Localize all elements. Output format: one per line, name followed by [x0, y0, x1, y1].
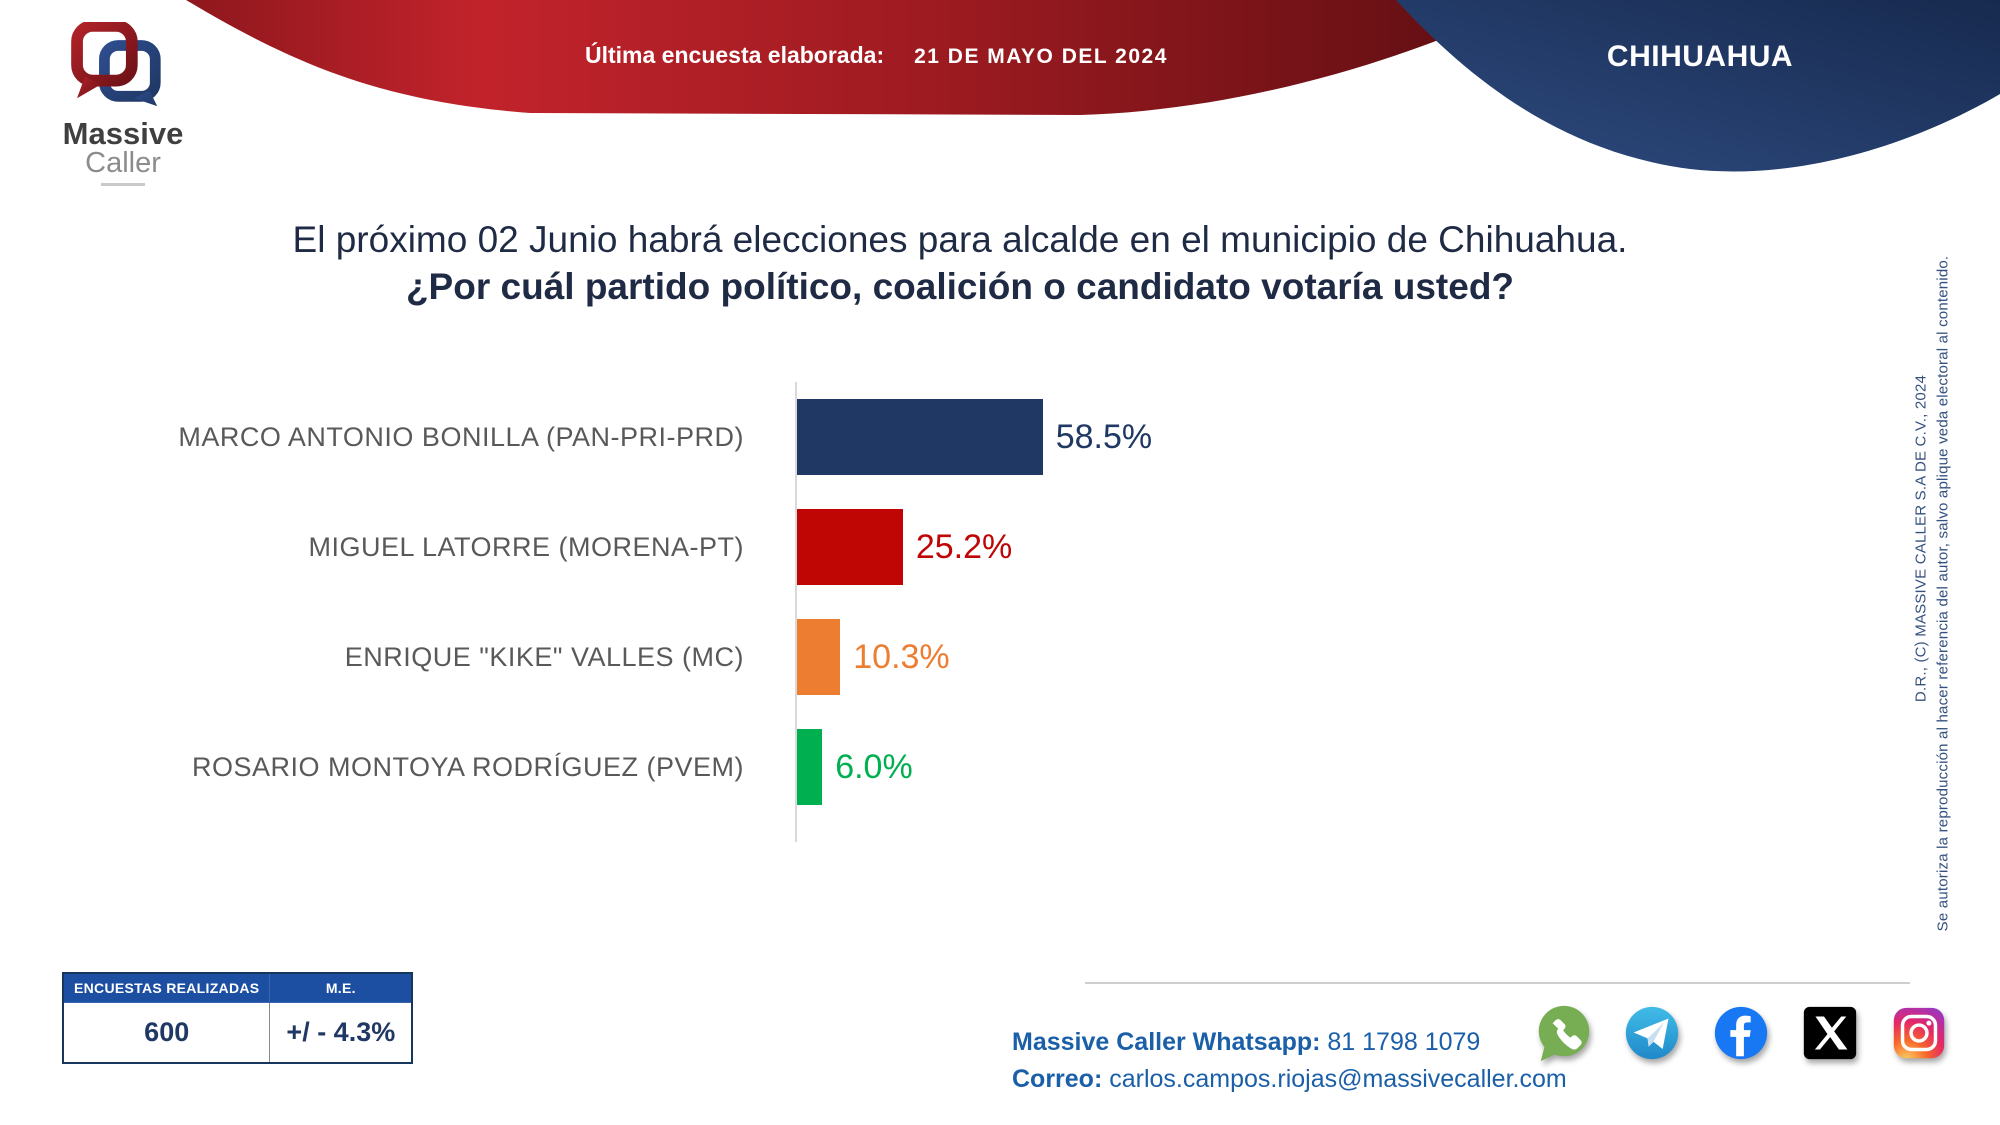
stats-value-me: +/ - 4.3% [269, 1002, 413, 1064]
facebook-icon[interactable] [1710, 1002, 1772, 1064]
bar [797, 509, 903, 585]
massive-caller-logo: Massive Caller [58, 20, 188, 186]
bar-row: MARCO ANTONIO BONILLA (PAN-PRI-PRD) 58.5… [0, 382, 1560, 492]
contact-email-line: Correo: carlos.campos.riojas@massivecall… [1012, 1061, 1567, 1098]
banner-date: 21 DE MAYO DEL 2024 [914, 45, 1168, 68]
bar-row: ROSARIO MONTOYA RODRÍGUEZ (PVEM) 6.0% [0, 712, 1560, 822]
bar-label: MIGUEL LATORRE (MORENA-PT) [308, 531, 744, 562]
logo-icon [71, 20, 161, 107]
contact-block: Massive Caller Whatsapp: 81 1798 1079 Co… [1012, 1024, 1567, 1098]
contact-whatsapp-line: Massive Caller Whatsapp: 81 1798 1079 [1012, 1024, 1567, 1061]
bar-value: 58.5% [1055, 417, 1153, 456]
bar-track: 10.3% [797, 619, 950, 695]
header-banner [186, 0, 2000, 172]
bar-track: 25.2% [797, 509, 1012, 585]
bar-row: MIGUEL LATORRE (MORENA-PT) 25.2% [0, 492, 1560, 602]
stats-table: ENCUESTAS REALIZADAS M.E. 600 +/ - 4.3% [62, 972, 414, 1064]
instagram-icon[interactable] [1888, 1002, 1950, 1064]
bar-value: 10.3% [853, 637, 950, 676]
bar [797, 619, 841, 695]
stats-header-me: M.E. [269, 972, 413, 1003]
results-bar-chart: MARCO ANTONIO BONILLA (PAN-PRI-PRD) 58.5… [0, 382, 1560, 842]
stats-header-encuestas-label: ENCUESTAS REALIZADAS [74, 980, 260, 996]
logo-brand-top: Massive [62, 116, 184, 151]
email-address: carlos.campos.riojas@massivecaller.com [1109, 1065, 1567, 1093]
bar [797, 399, 1043, 475]
telegram-icon[interactable] [1621, 1002, 1683, 1064]
region-title: CHIHUAHUA [1606, 40, 1794, 73]
bar-value: 6.0% [835, 747, 913, 786]
bar [797, 729, 823, 805]
x-icon[interactable] [1799, 1002, 1861, 1064]
authorization-line: Se autoriza la reproducción al hacer ref… [1934, 255, 1952, 932]
stats-value-encuestas: 600 [62, 1002, 271, 1064]
chart-axis-line [795, 382, 797, 842]
question-line1: El próximo 02 Junio habrá elecciones par… [292, 219, 1628, 260]
survey-question: El próximo 02 Junio habrá elecciones par… [120, 216, 1800, 310]
social-icons-row [1532, 1002, 1950, 1064]
question-line2: ¿Por cuál partido político, coalición o … [405, 266, 1515, 307]
bar-label: MARCO ANTONIO BONILLA (PAN-PRI-PRD) [178, 421, 744, 452]
bar-row: ENRIQUE "KIKE" VALLES (MC) 10.3% [0, 602, 1560, 712]
bar-label: ENRIQUE "KIKE" VALLES (MC) [344, 641, 744, 672]
chart-rows: MARCO ANTONIO BONILLA (PAN-PRI-PRD) 58.5… [0, 382, 1560, 822]
whatsapp-icon[interactable] [1532, 1002, 1594, 1064]
footer-divider [1085, 982, 1910, 984]
copyright-line: D.R., (C) MASSIVE CALLER S.A DE C.V., 20… [1912, 374, 1930, 703]
banner-label: Última encuesta elaborada: [585, 42, 885, 68]
bar-value: 25.2% [915, 527, 1013, 566]
stats-header-me-label: M.E. [325, 980, 356, 996]
logo-tagline [101, 183, 145, 186]
navy-corner-shape [1396, 0, 2000, 172]
logo-brand-bottom: Caller [85, 147, 161, 179]
bar-track: 6.0% [797, 729, 913, 805]
last-survey-banner: Última encuesta elaborada: 21 DE MAYO DE… [585, 42, 1168, 69]
email-label: Correo: [1012, 1065, 1103, 1093]
whatsapp-label: Massive Caller Whatsapp: [1012, 1028, 1321, 1056]
whatsapp-number: 81 1798 1079 [1327, 1028, 1481, 1056]
bar-label: ROSARIO MONTOYA RODRÍGUEZ (PVEM) [191, 751, 744, 782]
stats-header-encuestas: ENCUESTAS REALIZADAS [62, 972, 271, 1003]
red-ribbon-shape [186, 0, 1530, 115]
bar-track: 58.5% [797, 399, 1152, 475]
